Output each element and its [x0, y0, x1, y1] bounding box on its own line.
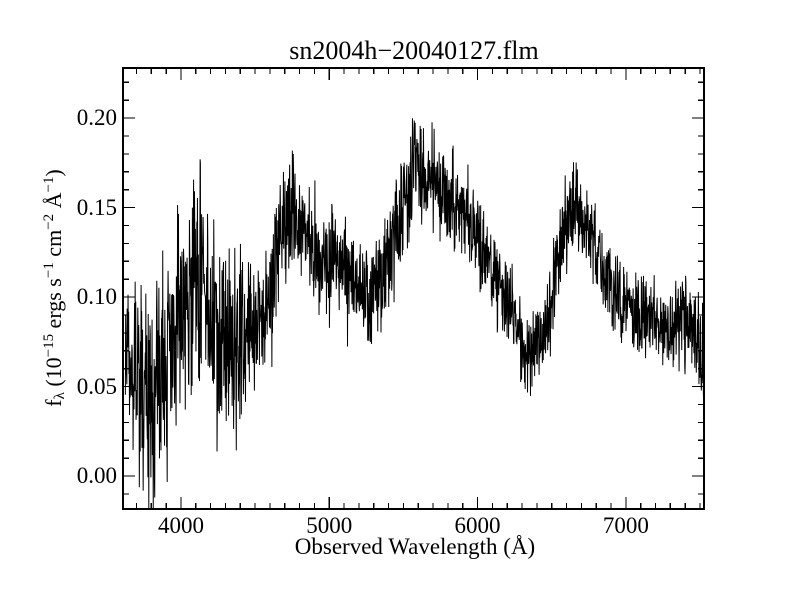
y-axis-label-exponent: −1	[40, 176, 57, 193]
y-axis-label-exponent: −15	[40, 333, 57, 358]
x-tick-label: 4000	[157, 513, 204, 538]
y-axis-label-part: f	[41, 399, 66, 407]
x-tick-label: 7000	[602, 513, 649, 538]
plot-title: sn2004h−20040127.flm	[289, 36, 539, 65]
spectrum-trace	[124, 118, 704, 509]
y-tick-label: 0.15	[76, 194, 117, 220]
y-axis-label-part: )	[41, 169, 66, 177]
y-axis-label-part: cm	[41, 229, 66, 263]
y-axis-label-exponent: −2	[40, 213, 57, 230]
y-tick-label: 0.20	[76, 105, 117, 131]
x-tick-label: 6000	[454, 513, 501, 538]
y-tick-label: 0.10	[76, 284, 117, 310]
axes-box	[122, 67, 705, 510]
x-axis-label: Observed Wavelength (Å)	[294, 534, 536, 559]
x-tick-label: 5000	[306, 513, 353, 538]
y-tick-label: 0.05	[76, 373, 117, 399]
y-tick-label: 0.00	[76, 463, 117, 489]
y-axis-label-exponent: −1	[40, 262, 57, 279]
